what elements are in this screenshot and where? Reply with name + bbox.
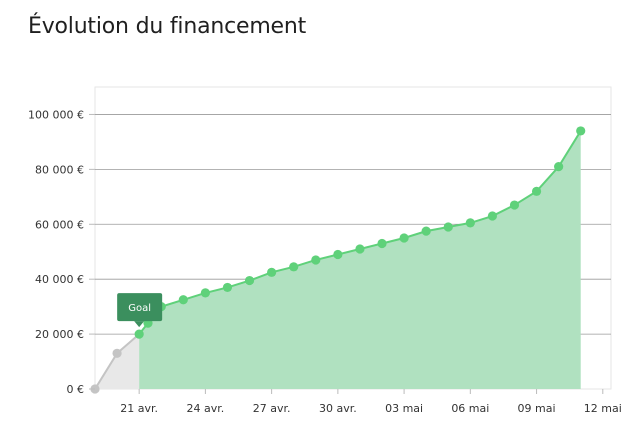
data-point[interactable] — [178, 295, 188, 305]
data-point[interactable] — [487, 211, 498, 221]
data-point[interactable] — [267, 267, 277, 277]
y-tick-label: 60 000 € — [35, 218, 84, 231]
data-point[interactable] — [421, 226, 431, 236]
y-tick-label: 80 000 € — [35, 163, 84, 176]
data-point[interactable] — [377, 238, 387, 249]
x-tick-label: 03 mai — [385, 402, 423, 415]
chart-title: Évolution du financement — [28, 14, 307, 39]
x-tick-label: 30 avr. — [319, 402, 357, 415]
y-tick-label: 20 000 € — [35, 328, 84, 341]
data-point[interactable] — [112, 348, 122, 358]
data-point[interactable] — [244, 275, 255, 286]
data-point[interactable] — [443, 222, 453, 232]
x-tick-label: 21 avr. — [120, 402, 158, 415]
x-axis-ticks: 21 avr. 24 avr. 27 avr. 30 avr. 03 mai 06 mai… — [120, 389, 622, 415]
data-point[interactable] — [200, 288, 210, 298]
goal-tooltip-box — [117, 293, 163, 322]
data-point[interactable] — [576, 126, 586, 136]
data-point[interactable] — [222, 282, 233, 293]
data-point[interactable] — [311, 255, 321, 265]
goal-marker: Goal — [117, 293, 163, 328]
x-tick-label: 12 mai — [584, 402, 622, 415]
goal-tooltip-pointer — [134, 321, 145, 328]
x-tick-label: 06 mai — [451, 402, 489, 415]
data-point[interactable] — [399, 233, 409, 243]
y-axis-ticks: 0 € 20 000 € 40 000 € 60 000 € 80 000 € 100 0… — [28, 108, 95, 396]
data-point[interactable] — [531, 186, 542, 196]
data-point[interactable] — [355, 244, 365, 254]
y-tick-label: 40 000 € — [35, 273, 84, 286]
data-point[interactable] — [289, 262, 299, 272]
area-before-goal — [95, 334, 140, 389]
area-after-goal — [139, 130, 581, 389]
data-point[interactable] — [554, 162, 564, 172]
data-point[interactable] — [333, 249, 343, 260]
x-tick-label: 27 avr. — [253, 402, 291, 415]
y-tick-label: 0 € — [67, 383, 85, 396]
line-after-goal — [138, 130, 582, 335]
x-tick-label: 24 avr. — [187, 402, 225, 415]
data-point[interactable] — [509, 200, 520, 210]
data-point[interactable] — [465, 218, 475, 228]
x-tick-label: 09 mai — [518, 402, 556, 415]
goal-label: Goal — [128, 303, 151, 314]
chart-areas — [95, 130, 581, 389]
y-tick-label: 100 000 € — [28, 108, 84, 121]
data-point[interactable] — [134, 329, 144, 339]
